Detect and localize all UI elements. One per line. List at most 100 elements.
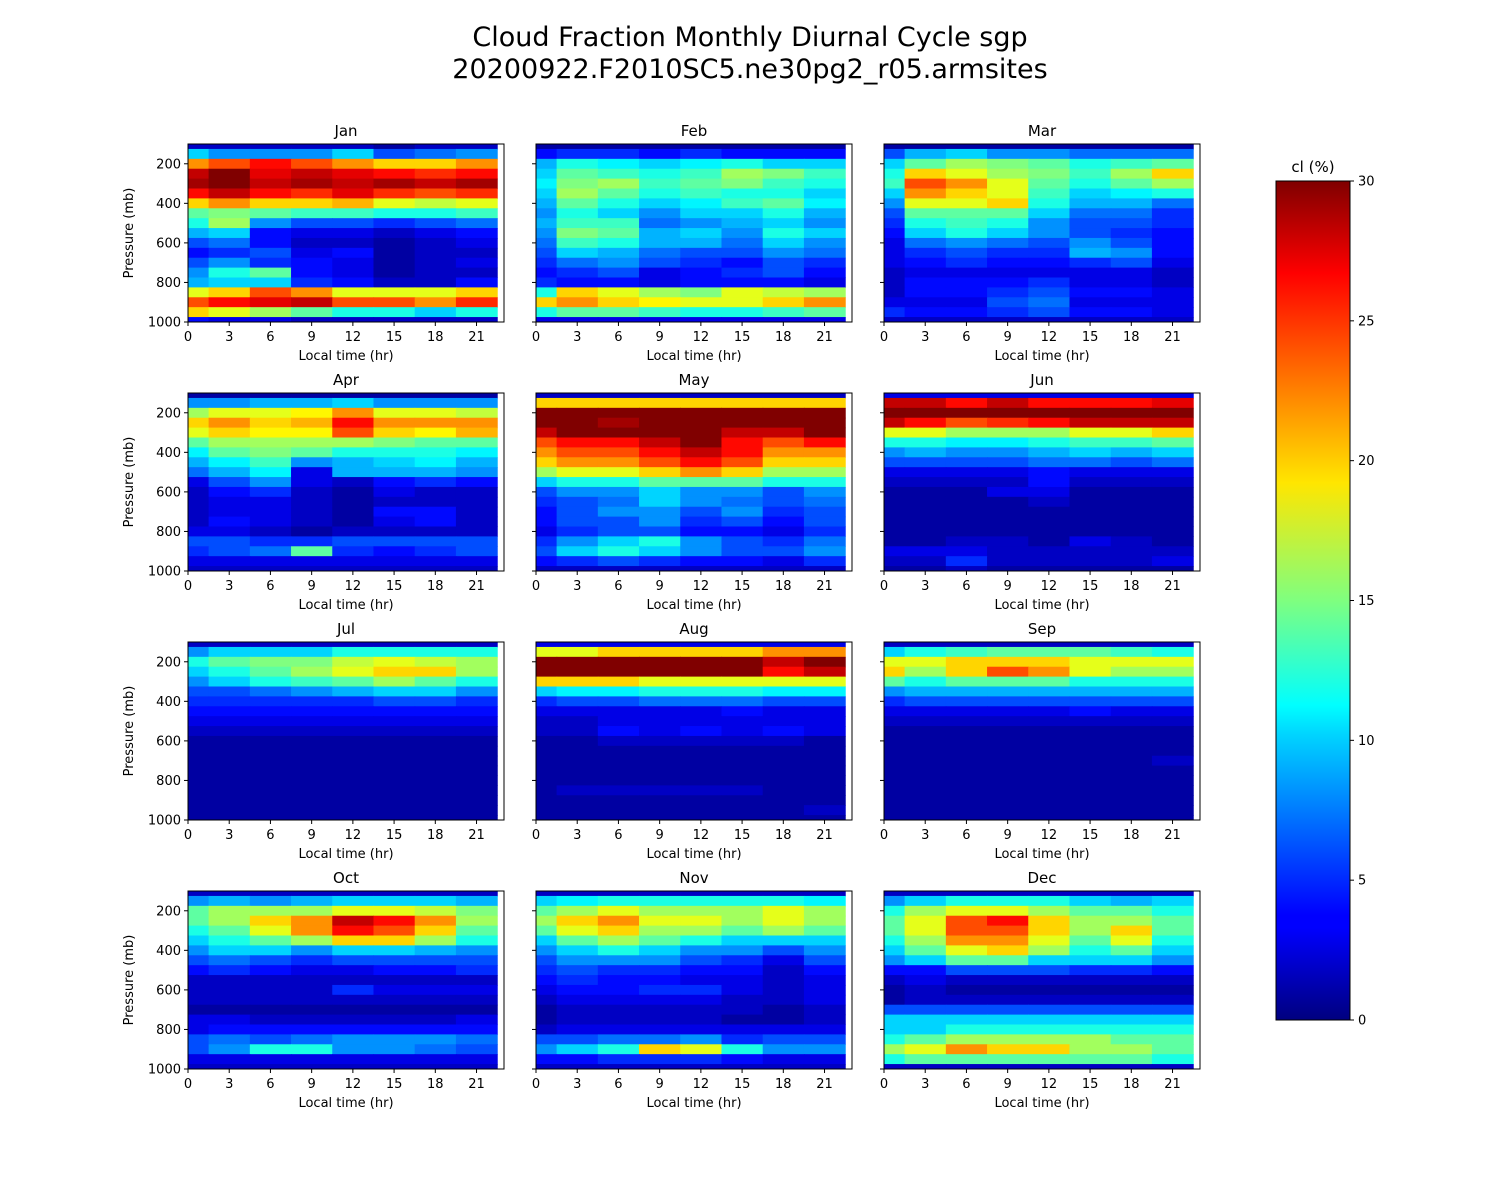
heatmap-cell [455, 642, 498, 648]
heatmap-cell [455, 935, 498, 946]
heatmap-cell [639, 1044, 681, 1055]
colorbar-tick-label: 10 [1358, 734, 1375, 749]
heatmap-cell [1110, 168, 1153, 180]
heatmap-cell [536, 646, 558, 658]
heatmap-cell [762, 526, 805, 537]
heatmap-cell [945, 168, 988, 180]
x-tick-label: 9 [656, 828, 664, 843]
heatmap-cell [208, 984, 251, 996]
heatmap-cell [332, 745, 375, 757]
heatmap-cell [597, 257, 640, 269]
heatmap-cell [597, 506, 640, 518]
heatmap-cell [556, 785, 599, 796]
heatmap-cell [536, 457, 558, 468]
heatmap-cell [332, 945, 375, 956]
y-axis-label: Pressure (mb) [122, 437, 137, 528]
heatmap-cell [373, 168, 416, 180]
heatmap-cell [455, 417, 498, 429]
heatmap-cell [455, 726, 498, 737]
heatmap-cell [721, 536, 764, 547]
heatmap-cell [803, 566, 846, 571]
heatmap-cell [556, 1044, 599, 1055]
heatmap-cell [884, 965, 906, 976]
heatmap-cell [945, 726, 988, 737]
heatmap-cell [373, 945, 416, 956]
heatmap-cell [945, 735, 988, 747]
heatmap-cell [249, 457, 292, 468]
heatmap-cell [208, 566, 251, 571]
heatmap-cell [249, 1024, 292, 1035]
heatmap-cell [762, 716, 805, 727]
heatmap-cell [680, 496, 723, 508]
heatmap-cell [1110, 506, 1153, 518]
heatmap-cell [884, 566, 906, 571]
heatmap-cell [803, 1004, 846, 1016]
heatmap-cell [208, 925, 251, 937]
heatmap-cell [536, 1054, 558, 1065]
heatmap-cell [597, 925, 640, 937]
heatmap-cell [1069, 208, 1112, 219]
heatmap-cell [556, 795, 599, 806]
heatmap-cell [1110, 516, 1153, 528]
heatmap-cell [904, 526, 947, 537]
heatmap-cell [373, 895, 416, 907]
heatmap-cell [249, 686, 292, 697]
heatmap-cell [945, 218, 988, 229]
heatmap-cell [188, 506, 210, 518]
heatmap-cell [208, 168, 251, 180]
heatmap-cell [884, 267, 906, 279]
heatmap-cell [556, 905, 599, 917]
heatmap-cell [1110, 815, 1153, 820]
heatmap-cell [332, 467, 375, 478]
heatmap-cell [455, 477, 498, 488]
heatmap-cell [332, 775, 375, 786]
heatmap-cell [639, 526, 681, 537]
heatmap-cell [904, 427, 947, 439]
heatmap-cell [249, 144, 292, 150]
heatmap-cell [455, 925, 498, 937]
x-axis-label: Local time (hr) [298, 349, 393, 364]
heatmap-cell [208, 208, 251, 219]
heatmap-cell [373, 566, 416, 571]
heatmap-cell [721, 925, 764, 937]
heatmap-cell [639, 228, 681, 239]
heatmap-cell [556, 477, 599, 488]
heatmap-cell [884, 935, 906, 946]
heatmap-cell [414, 765, 457, 777]
heatmap-cell [1151, 287, 1194, 298]
x-tick-label: 9 [656, 1077, 664, 1092]
heatmap-cell [904, 1034, 947, 1045]
heatmap-cell [803, 516, 846, 528]
heatmap-cell [1151, 144, 1194, 150]
heatmap-cell [1151, 905, 1194, 917]
axes-frame [883, 890, 1201, 1070]
heatmap-cell [1110, 307, 1153, 318]
heatmap-cell [414, 277, 457, 288]
heatmap-cell [556, 775, 599, 786]
heatmap-cell [904, 457, 947, 468]
heatmap-cell [414, 726, 457, 737]
heatmap-cells [188, 144, 498, 322]
heatmap-cell [1151, 457, 1194, 468]
heatmap-cell [987, 393, 1029, 399]
heatmap-cell [414, 1014, 457, 1026]
heatmap-cell [414, 686, 457, 697]
heatmap-cell [536, 775, 558, 786]
heatmap-cell [373, 467, 416, 478]
heatmap-cell [721, 994, 764, 1006]
heatmap-cell [249, 208, 292, 219]
heatmap-cell [762, 546, 805, 557]
heatmap-cell [1110, 496, 1153, 508]
heatmap-cell [904, 397, 947, 409]
heatmap-cell [414, 546, 457, 557]
heatmap-cell [1028, 178, 1071, 190]
heatmap-cell [188, 287, 210, 298]
heatmap-cell [762, 1034, 805, 1045]
heatmap-cell [373, 417, 416, 429]
heatmap-cell [249, 397, 292, 409]
heatmap-cell [1069, 945, 1112, 956]
x-tick-label: 15 [386, 579, 403, 594]
heatmap-cell [1028, 237, 1071, 249]
heatmap-cell [188, 775, 210, 786]
heatmap-cell [455, 536, 498, 547]
